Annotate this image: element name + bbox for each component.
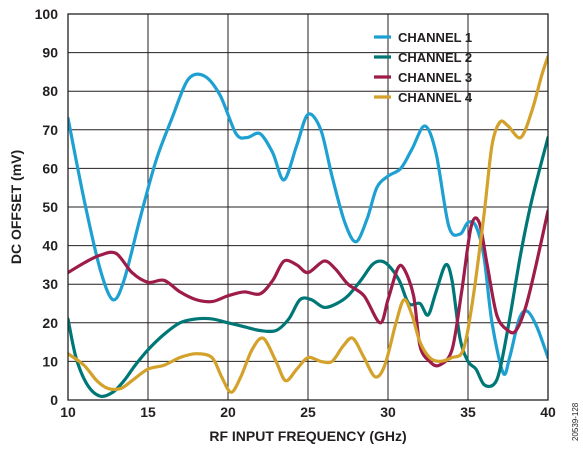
x-tick-label: 15 [140, 404, 156, 420]
y-tick-label: 70 [42, 122, 58, 138]
y-tick-label: 30 [42, 276, 58, 292]
series-line-channel-3 [68, 209, 548, 368]
x-tick-label: 35 [460, 404, 476, 420]
y-tick-label: 80 [42, 83, 58, 99]
x-axis-label: RF INPUT FREQUENCY (GHz) [209, 428, 406, 444]
y-tick-label: 60 [42, 160, 58, 176]
y-tick-label: 20 [42, 315, 58, 331]
grid [68, 14, 548, 400]
series-line-channel-2 [68, 135, 548, 399]
legend-label-channel-1: CHANNEL 1 [398, 30, 472, 45]
series-line-channel-4 [68, 54, 548, 394]
x-tick-label: 10 [60, 404, 76, 420]
series-lines [68, 54, 548, 399]
y-axis-label: DC OFFSET (mV) [8, 150, 24, 264]
figure-id: 20539-128 [571, 402, 580, 441]
plot-frame [67, 13, 549, 401]
x-tick-label: 20 [220, 404, 236, 420]
y-tick-label: 40 [42, 238, 58, 254]
y-tick-label: 90 [42, 45, 58, 61]
legend: CHANNEL 1 CHANNEL 2 CHANNEL 3 CHANNEL 4 [374, 30, 473, 105]
y-tick-label: 100 [35, 6, 59, 22]
x-tick-label: 25 [300, 404, 316, 420]
y-tick-label: 50 [42, 199, 58, 215]
y-tick-label: 10 [42, 353, 58, 369]
x-tick-labels: 10 15 20 25 30 35 40 [60, 404, 556, 420]
y-tick-labels: 0 10 20 30 40 50 60 70 80 90 100 [35, 6, 59, 408]
x-tick-label: 30 [380, 404, 396, 420]
x-tick-label: 40 [540, 404, 556, 420]
legend-label-channel-4: CHANNEL 4 [398, 90, 473, 105]
series-line-channel-1 [68, 72, 548, 376]
y-tick-label: 0 [50, 392, 58, 408]
legend-label-channel-2: CHANNEL 2 [398, 50, 472, 65]
legend-label-channel-3: CHANNEL 3 [398, 70, 472, 85]
